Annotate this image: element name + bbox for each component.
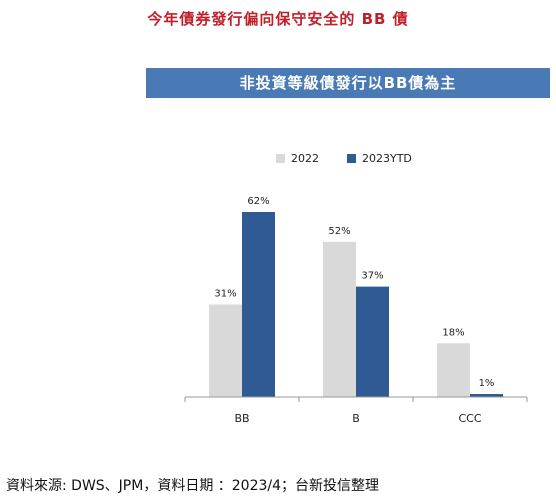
chart-legend: 2022 2023YTD — [276, 150, 440, 166]
chart-banner: 非投資等級債發行以BB債為主 — [146, 68, 550, 98]
bar-label-bb-2023ytd: 62% — [247, 196, 269, 207]
bar-chart: 31% 62% BB 52% 37% B 18% 1% CCC — [184, 196, 528, 425]
bar-label-ccc-2023ytd: 1% — [479, 378, 495, 389]
bar-label-ccc-2022: 18% — [442, 327, 464, 338]
bar-label-bb-2022: 31% — [214, 289, 236, 300]
bar-bb-2023ytd — [242, 212, 275, 397]
bar-label-b-2023ytd: 37% — [361, 271, 383, 282]
category-label-b: B — [352, 412, 360, 425]
legend-label-2023ytd: 2023YTD — [362, 151, 412, 165]
bar-b-2023ytd — [356, 286, 389, 397]
bar-ccc-2023ytd — [470, 394, 503, 397]
bar-b-2022 — [323, 241, 356, 397]
source-note: 資料來源: DWS、JPM，資料日期 ：2023/4；台新投信整理 — [6, 478, 380, 494]
category-label-ccc: CCC — [458, 412, 481, 425]
legend-swatch-2023ytd — [347, 153, 356, 163]
bar-ccc-2022 — [437, 343, 470, 397]
legend-swatch-2022 — [276, 153, 285, 163]
bar-label-b-2022: 52% — [328, 226, 350, 237]
category-label-bb: BB — [234, 412, 249, 425]
legend-label-2022: 2022 — [291, 151, 319, 165]
page-title: 今年債券發行偏向保守安全的 BB 債 — [147, 10, 409, 28]
legend-item-2022: 2022 — [276, 152, 319, 165]
legend-item-2023ytd: 2023YTD — [347, 152, 412, 165]
bar-bb-2022 — [209, 304, 242, 397]
